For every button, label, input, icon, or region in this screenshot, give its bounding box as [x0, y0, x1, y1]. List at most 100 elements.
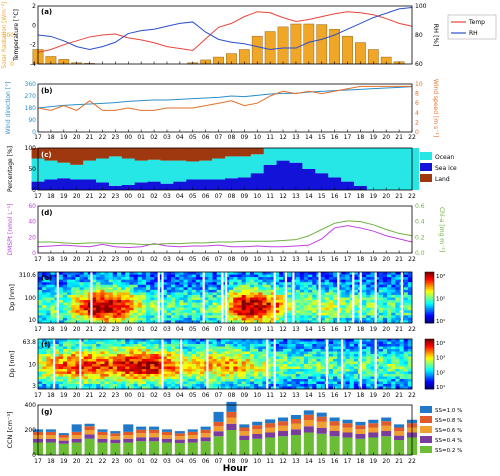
- panel-e-cell: [108, 310, 114, 314]
- panel-f-cell: [349, 356, 355, 360]
- land-segment: [57, 148, 71, 163]
- panel-f-cell: [166, 384, 172, 387]
- ccn-bar-segment: [316, 412, 327, 417]
- panel-e-cell: [295, 282, 301, 286]
- panel-e-cell: [279, 307, 284, 311]
- panel-e-colorbar-cell: [425, 318, 434, 322]
- panel-e-cell: [274, 312, 280, 316]
- panel-e-cell: [67, 300, 72, 303]
- panel-f-cell: [100, 356, 105, 360]
- panel-f-cell: [220, 384, 226, 387]
- panel-e-cell: [162, 294, 168, 298]
- panel-e-cell: [96, 312, 101, 316]
- panel-f-cell: [382, 341, 388, 345]
- panel-c-xtick-label: 21: [86, 193, 94, 200]
- panel-e-cell: [295, 307, 301, 311]
- panel-e-cell: [249, 272, 255, 275]
- panel-e-cell: [79, 302, 85, 306]
- panel-e-xtick-label: 15: [318, 326, 326, 333]
- panel-f-cell: [374, 366, 380, 370]
- panel-f-cell: [279, 344, 284, 347]
- panel-e-cell: [133, 317, 139, 321]
- panel-e-cell: [395, 302, 400, 306]
- panel-f-cell: [191, 364, 197, 367]
- panel-e-cell: [362, 294, 367, 298]
- panel-e-cell: [225, 297, 230, 301]
- ocean-segment: [199, 160, 213, 180]
- ccn-bar-segment: [97, 442, 108, 455]
- panel-e-cell: [137, 297, 143, 301]
- panel-f-cell: [146, 341, 151, 345]
- panel-f-cell: [370, 354, 375, 357]
- panel-f-cell: [104, 354, 109, 357]
- panel-e-cell: [191, 282, 197, 286]
- panel-e-cell: [204, 315, 209, 319]
- panel-e-cell: [158, 284, 163, 288]
- panel-f-cell: [312, 364, 317, 367]
- panel-e-cell: [38, 289, 43, 293]
- panel-f-cell: [382, 356, 388, 360]
- panel-e-cell: [382, 302, 388, 306]
- panel-e-xtick-label: 13: [292, 326, 300, 333]
- panel-e-cell: [229, 284, 234, 288]
- panel-f-cell: [378, 369, 384, 372]
- panel-f-cell: [170, 351, 176, 355]
- panel-e-cell: [303, 315, 309, 319]
- panel-e-cell: [150, 307, 155, 311]
- panel-e-cell: [274, 310, 280, 314]
- panel-e-cell: [229, 300, 234, 303]
- panel-e-cell: [374, 310, 380, 314]
- panel-f-cell: [387, 344, 392, 347]
- panel-f-cell: [229, 356, 234, 360]
- panel-f-cell: [312, 341, 317, 345]
- panel-f-cell: [146, 346, 151, 350]
- panel-e-cell: [100, 294, 105, 298]
- panel-f-colorbar-cell: [425, 372, 434, 375]
- panel-f-cell: [58, 369, 64, 372]
- panel-f-cell: [112, 351, 118, 355]
- panel-e-cell: [204, 292, 209, 296]
- panel-g-xtick-label: 06: [202, 458, 210, 465]
- ccn-bar-segment: [226, 417, 237, 424]
- panel-f-cell: [220, 359, 226, 362]
- panel-e-cell: [204, 287, 209, 291]
- panel-e-cell: [249, 294, 255, 298]
- panel-e-cell: [262, 320, 267, 324]
- panel-e-cell: [204, 289, 209, 293]
- panel-e-cell: [112, 277, 118, 280]
- panel-f-cell: [283, 341, 288, 345]
- panel-f-cell: [320, 354, 326, 357]
- panel-f-cell: [349, 384, 355, 387]
- panel-e-cell: [312, 312, 317, 316]
- ocean-segment: [225, 156, 239, 179]
- panel-e-cell: [362, 317, 367, 321]
- panel-e-cell: [407, 279, 413, 283]
- panel-f-cell: [121, 354, 126, 357]
- panel-f-cell: [245, 386, 251, 390]
- panel-e-cell: [262, 310, 267, 314]
- panel-e-xtick-label: 22: [99, 326, 107, 333]
- panel-f-cell: [129, 359, 134, 362]
- panel-f-cell: [121, 349, 126, 352]
- chla-line: [38, 220, 413, 245]
- panel-f-cell: [183, 386, 188, 390]
- panel-e-cell: [58, 320, 64, 324]
- panel-f-cell: [337, 366, 342, 370]
- panel-e-cell: [58, 312, 64, 316]
- panel-e-cell: [333, 287, 338, 291]
- panel-e-cell: [212, 279, 217, 283]
- panel-e-colorbar-cell: [425, 303, 434, 307]
- panel-f-cell: [133, 346, 139, 350]
- pct-axis-label: Percentage [%]: [7, 146, 14, 192]
- panel-f-cell: [258, 366, 263, 370]
- panel-e-cell: [183, 315, 188, 319]
- panel-e-cell: [71, 320, 76, 324]
- panel-e-cell: [129, 302, 134, 306]
- panel-f-cell: [328, 359, 334, 362]
- panel-f-cell: [183, 384, 188, 387]
- panel-e-cell: [225, 287, 230, 291]
- panel-e-cell: [75, 282, 80, 286]
- panel-e-cell: [262, 294, 267, 298]
- panel-f-cell: [129, 339, 134, 342]
- panel-e-cell: [395, 289, 400, 293]
